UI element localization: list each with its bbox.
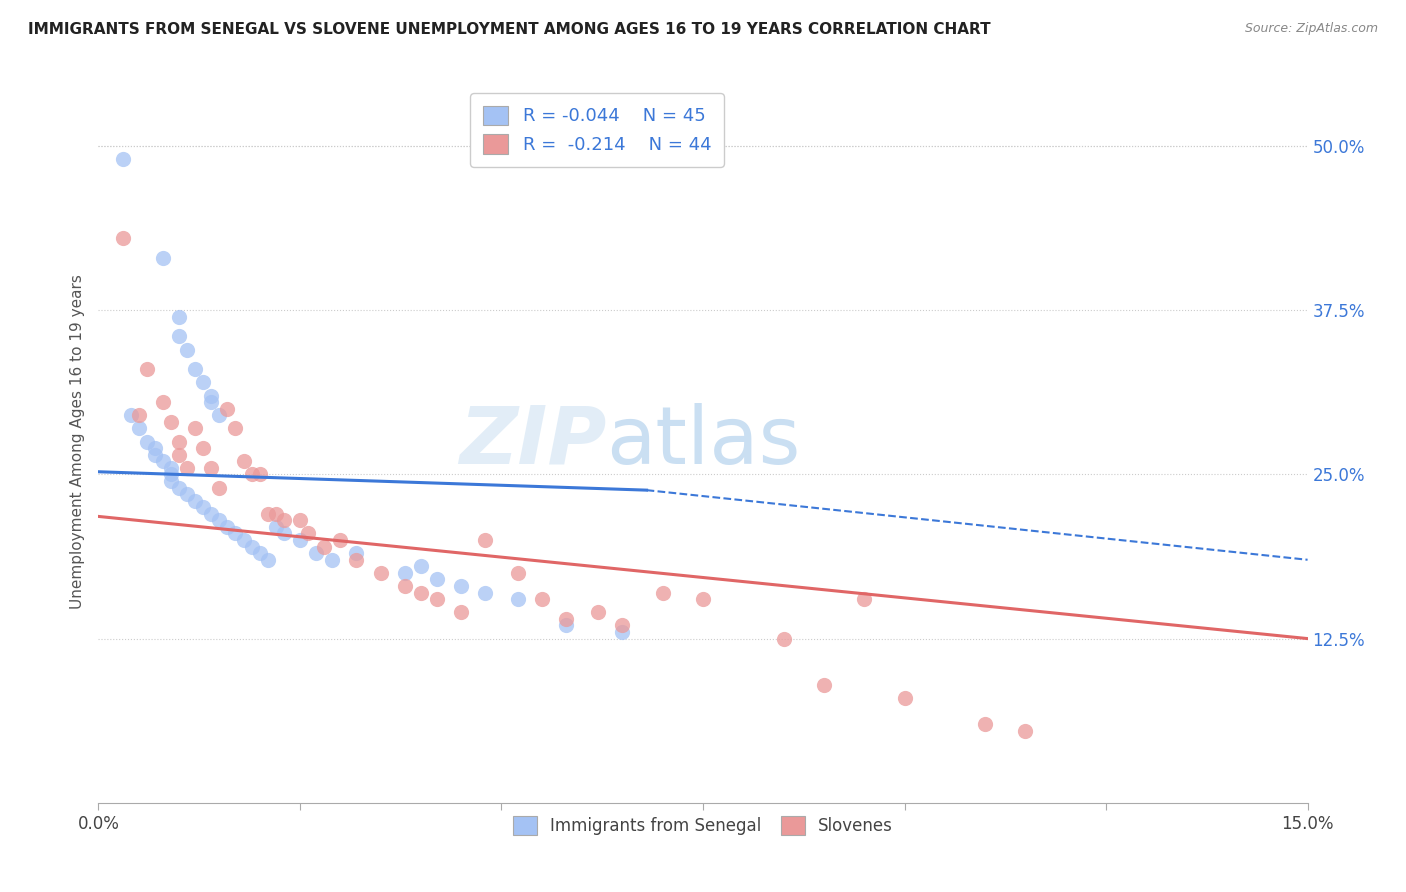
Point	[772, 632, 794, 646]
Point	[193, 441, 215, 455]
Point	[152, 251, 174, 265]
Y-axis label: Unemployment Among Ages 16 to 19 years: Unemployment Among Ages 16 to 19 years	[69, 274, 84, 609]
Point	[1014, 723, 1036, 738]
Point	[224, 526, 246, 541]
Point	[321, 553, 343, 567]
Point	[160, 460, 183, 475]
Point	[135, 362, 157, 376]
Point	[370, 566, 392, 580]
Point	[232, 533, 254, 547]
Point	[128, 421, 150, 435]
Point	[426, 592, 449, 607]
Point	[474, 533, 496, 547]
Point	[612, 625, 634, 640]
Point	[111, 152, 134, 166]
Point	[224, 421, 246, 435]
Legend: Immigrants from Senegal, Slovenes: Immigrants from Senegal, Slovenes	[503, 806, 903, 845]
Point	[167, 434, 190, 449]
Point	[143, 441, 166, 455]
Point	[184, 493, 207, 508]
Point	[409, 559, 432, 574]
Point	[409, 585, 432, 599]
Point	[208, 513, 231, 527]
Point	[297, 526, 319, 541]
Text: ZIP: ZIP	[458, 402, 606, 481]
Point	[394, 579, 416, 593]
Point	[249, 546, 271, 560]
Point	[264, 520, 287, 534]
Point	[120, 409, 142, 423]
Point	[217, 520, 239, 534]
Point	[273, 526, 295, 541]
Point	[152, 454, 174, 468]
Point	[176, 487, 198, 501]
Point	[184, 421, 207, 435]
Point	[288, 533, 311, 547]
Point	[474, 585, 496, 599]
Point	[893, 690, 915, 705]
Point	[586, 605, 609, 619]
Point	[305, 546, 328, 560]
Point	[344, 553, 367, 567]
Point	[176, 343, 198, 357]
Point	[217, 401, 239, 416]
Point	[160, 467, 183, 482]
Point	[692, 592, 714, 607]
Point	[853, 592, 876, 607]
Point	[135, 434, 157, 449]
Point	[232, 454, 254, 468]
Point	[193, 376, 215, 390]
Text: Source: ZipAtlas.com: Source: ZipAtlas.com	[1244, 22, 1378, 36]
Point	[167, 329, 190, 343]
Point	[530, 592, 553, 607]
Point	[329, 533, 352, 547]
Point	[143, 448, 166, 462]
Point	[193, 500, 215, 515]
Point	[249, 467, 271, 482]
Point	[450, 579, 472, 593]
Point	[128, 409, 150, 423]
Point	[256, 553, 278, 567]
Point	[314, 540, 336, 554]
Point	[273, 513, 295, 527]
Point	[612, 618, 634, 632]
Point	[200, 507, 222, 521]
Point	[184, 362, 207, 376]
Point	[176, 460, 198, 475]
Point	[450, 605, 472, 619]
Point	[167, 481, 190, 495]
Point	[167, 448, 190, 462]
Point	[111, 231, 134, 245]
Point	[256, 507, 278, 521]
Point	[813, 677, 835, 691]
Point	[240, 467, 263, 482]
Point	[651, 585, 673, 599]
Point	[167, 310, 190, 324]
Point	[200, 395, 222, 409]
Point	[344, 546, 367, 560]
Point	[555, 612, 578, 626]
Point	[152, 395, 174, 409]
Point	[160, 415, 183, 429]
Point	[974, 717, 997, 731]
Point	[394, 566, 416, 580]
Point	[264, 507, 287, 521]
Point	[208, 481, 231, 495]
Text: atlas: atlas	[606, 402, 800, 481]
Point	[160, 474, 183, 488]
Point	[208, 409, 231, 423]
Point	[506, 592, 529, 607]
Point	[240, 540, 263, 554]
Point	[426, 573, 449, 587]
Point	[200, 388, 222, 402]
Point	[555, 618, 578, 632]
Point	[506, 566, 529, 580]
Point	[288, 513, 311, 527]
Text: IMMIGRANTS FROM SENEGAL VS SLOVENE UNEMPLOYMENT AMONG AGES 16 TO 19 YEARS CORREL: IMMIGRANTS FROM SENEGAL VS SLOVENE UNEMP…	[28, 22, 991, 37]
Point	[200, 460, 222, 475]
